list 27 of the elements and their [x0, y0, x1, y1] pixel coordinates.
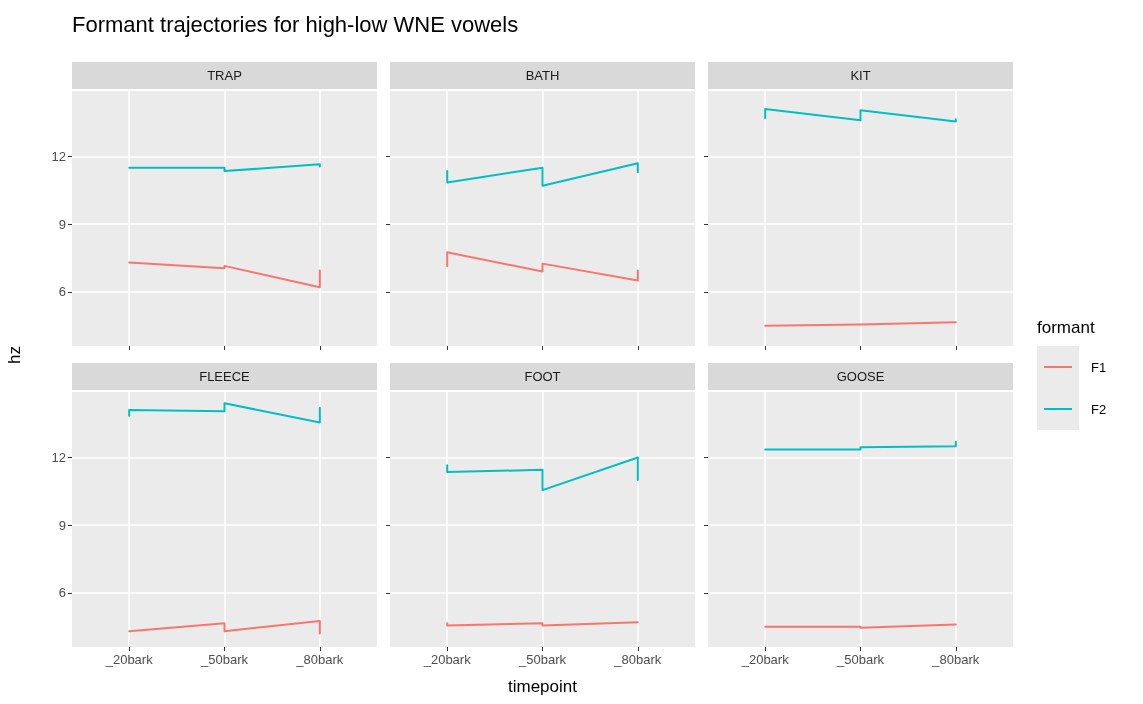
- x-axis-title: timepoint: [508, 677, 577, 696]
- chart-title: KIT: [850, 68, 871, 83]
- chart-title: FLEECE: [199, 369, 250, 384]
- y-tick-label: 9: [58, 216, 66, 232]
- y-tick-label: 12: [51, 449, 66, 465]
- legend-title: formant: [1037, 318, 1096, 338]
- x-tick-label: _80bark: [295, 652, 344, 667]
- chart-title: BATH: [525, 68, 560, 83]
- legend-label: F2: [1091, 401, 1107, 417]
- x-tick-label: _50bark: [836, 652, 885, 667]
- text: Formant trajectories for high-low WNE vowels: [72, 12, 519, 38]
- chart-title: GOOSE: [836, 369, 885, 384]
- chart-title: FOOT: [524, 369, 561, 384]
- y-axis-title: hz: [4, 346, 25, 364]
- chart-title: TRAP: [207, 68, 242, 83]
- x-tick-label: _50bark: [200, 652, 249, 667]
- y-tick-label: 6: [58, 284, 66, 300]
- x-tick-label: _50bark: [518, 652, 567, 667]
- x-tick-label: _80bark: [613, 652, 662, 667]
- x-tick-label: _80bark: [931, 652, 980, 667]
- y-tick-label: 9: [58, 517, 66, 533]
- x-tick-label: _20bark: [740, 652, 790, 667]
- x-tick-label: _20bark: [422, 652, 472, 667]
- x-tick-label: _20bark: [104, 652, 154, 667]
- y-tick-label: 6: [58, 585, 66, 601]
- y-tick-label: 12: [51, 148, 66, 164]
- legend-label: F1: [1091, 359, 1107, 375]
